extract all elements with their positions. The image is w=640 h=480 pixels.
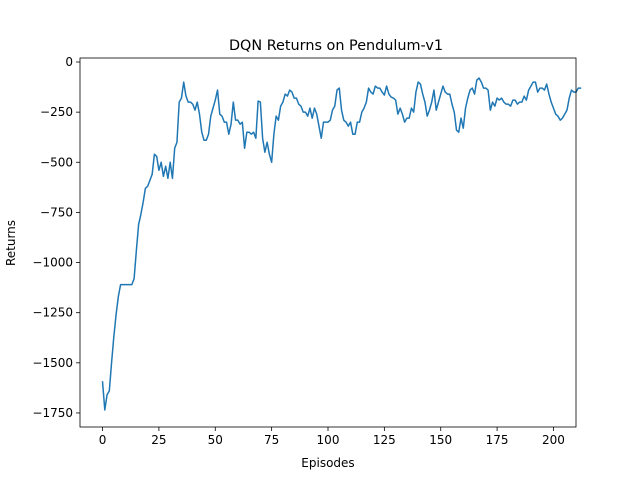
x-axis-label: Episodes [301,456,354,470]
y-axis: 0 −250 −500 −750 −1000 −1250 −1500 −1750 [32,55,80,420]
y-tick-label: 0 [65,55,73,69]
x-axis: 0 25 50 75 100 125 150 175 200 [99,427,565,447]
x-tick-label: 50 [208,433,223,447]
y-tick-label: −1500 [32,356,73,370]
y-tick-label: −1750 [32,406,73,420]
y-tick-label: −750 [40,205,73,219]
chart-title: DQN Returns on Pendulum-v1 [229,38,443,54]
y-tick-label: −250 [40,105,73,119]
series-line-returns [101,77,582,411]
x-tick-label: 0 [99,433,107,447]
x-tick-label: 175 [486,433,509,447]
x-tick-label: 75 [264,433,279,447]
y-tick-label: −500 [40,155,73,169]
x-tick-label: 100 [317,433,340,447]
y-tick-label: −1250 [32,306,73,320]
y-tick-label: −1000 [32,256,73,270]
x-tick-label: 150 [429,433,452,447]
y-axis-label: Returns [4,220,18,266]
x-tick-label: 25 [151,433,166,447]
x-tick-label: 200 [542,433,565,447]
x-tick-label: 125 [373,433,396,447]
